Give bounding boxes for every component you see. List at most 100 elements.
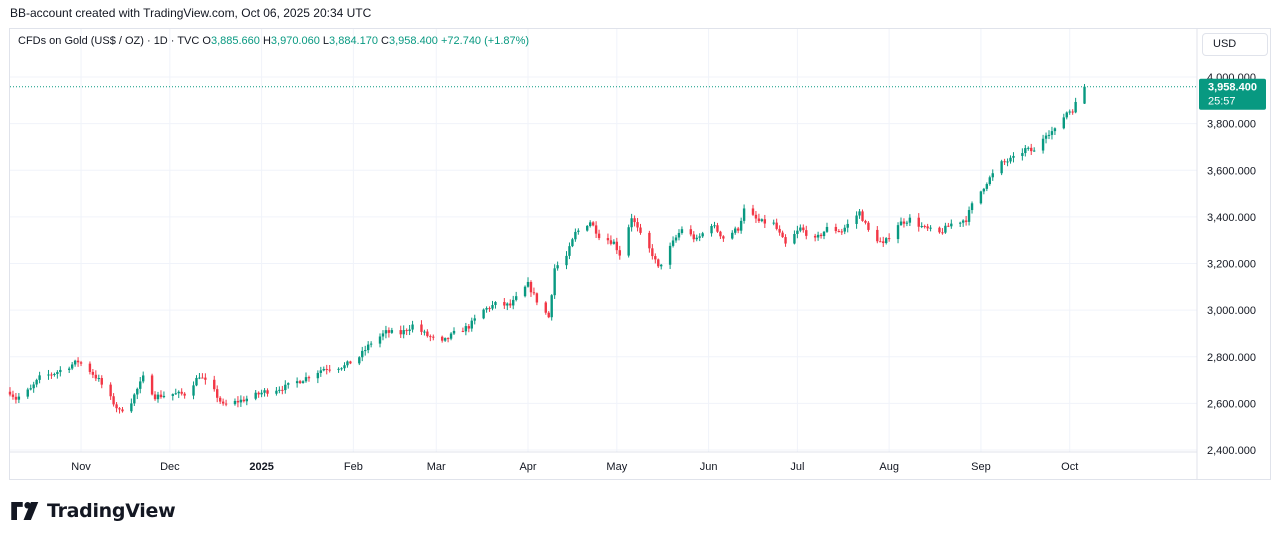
y-tick-label: 3,000.000 [1207,305,1256,317]
candle-body [920,226,923,228]
chart-frame [9,28,1271,480]
candle-body [440,336,444,341]
candle-body [257,392,260,395]
candle-body [17,396,21,400]
candle-body [432,336,435,338]
candle-body [118,408,121,410]
candle-body [731,232,734,239]
candle-body [1012,155,1015,158]
candle-body [1068,111,1071,113]
candle-body [361,350,364,358]
candle-body [834,226,838,232]
candle-body [1083,86,1086,104]
candle-body [926,226,929,229]
candle-body [50,374,53,376]
candle-body [958,222,962,224]
candle-body [739,220,743,231]
candle-body [633,218,636,223]
candle-body [1071,111,1074,113]
candle-body [588,222,592,226]
candle-body [112,396,115,405]
candle-body [91,371,95,375]
symbol-legend: CFDs on Gold (US$ / OZ) · 1D · TVC O3,88… [18,35,529,47]
candle-body [174,393,177,395]
candle-body [236,400,240,403]
candle-body [917,217,920,227]
candle-body [654,256,657,260]
close-value: 3,958.400 [388,35,438,47]
candle-body [192,385,195,396]
candle-body [719,231,722,237]
candle-body [636,222,639,228]
candle-body [879,241,882,243]
candle-body [630,218,633,228]
candle-body [896,225,900,240]
candle-body [1062,117,1065,129]
candle-body [384,330,388,334]
candle-body [70,364,74,369]
candle-body [1009,157,1012,162]
candle-body [639,227,642,233]
candle-body [139,381,142,389]
candle-body [660,264,663,267]
x-tick-label: Jul [790,461,804,473]
candle-body [298,381,302,383]
open-label: O [202,35,211,47]
candle-body [1000,161,1003,174]
y-tick-label: 3,600.000 [1207,165,1256,177]
candle-body [754,214,758,219]
candle-body [781,232,784,238]
candle-body [716,225,719,232]
candle-body [56,372,59,375]
x-tick-label: May [606,461,627,473]
candle-body [136,388,139,395]
candle-body [73,360,77,365]
tradingview-logo: TradingView [11,498,176,524]
candle-body [594,225,598,234]
candle-body [553,268,556,296]
candle-body [245,398,249,402]
candle-body [364,350,367,352]
y-tick-label: 3,200.000 [1207,259,1256,271]
x-tick-label: Dec [160,461,180,473]
candle-body [369,343,373,345]
candle-body [319,370,323,373]
candle-body [266,390,269,394]
candle-body [944,225,947,233]
candle-body [988,177,991,185]
candle-body [805,230,808,236]
candle-body [162,395,166,398]
candle-body [1006,161,1009,163]
candle-body [677,232,681,238]
candle-body [651,248,654,257]
candle-body [692,234,695,240]
candle-body [449,333,453,339]
candle-body [923,226,926,228]
last-price-value: 3,958.400 [1208,82,1257,94]
candle-body [799,227,802,231]
candle-body [713,225,716,227]
candle-body [514,296,518,300]
candle-body [544,302,547,313]
candle-body [494,302,497,306]
candle-body [349,361,352,364]
candle-body [938,227,941,233]
brand-name: TradingView [47,500,176,522]
candle-body [426,331,429,337]
y-tick-label: 2,400.000 [1207,445,1256,457]
candle-body [316,372,320,379]
currency-button[interactable]: USD [1202,33,1268,56]
candle-body [97,378,101,380]
candle-body [864,220,867,223]
candle-body [606,238,610,241]
candle-body [899,221,903,226]
y-tick-label: 3,400.000 [1207,212,1256,224]
y-tick-label: 3,800.000 [1207,119,1256,131]
candle-body [979,191,983,204]
candle-body [882,241,885,244]
candle-body [1024,148,1027,154]
candle-body [464,326,468,332]
candle-body [488,308,491,310]
candle-body [156,394,160,400]
